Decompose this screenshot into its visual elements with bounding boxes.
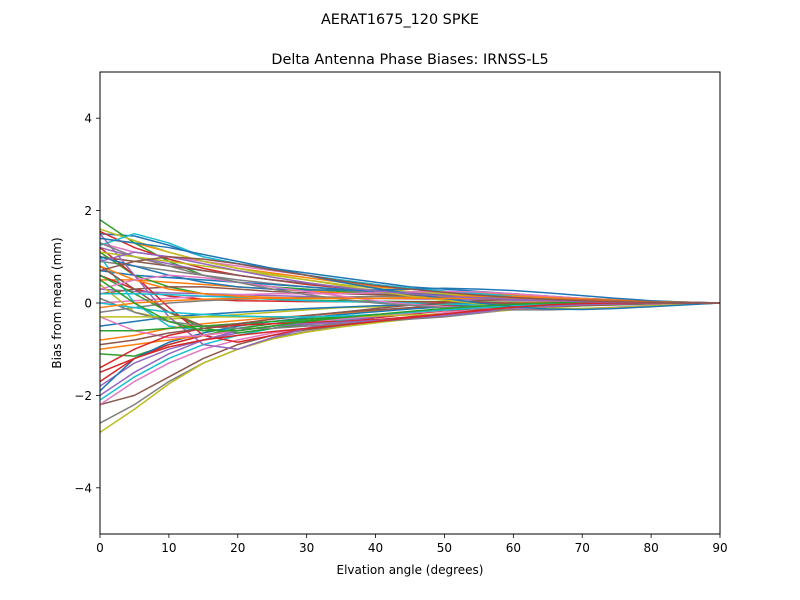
x-tick-label: 60 [506, 541, 521, 555]
x-tick-label: 30 [299, 541, 314, 555]
x-axis-label: Elvation angle (degrees) [337, 563, 484, 577]
x-tick-label: 50 [437, 541, 452, 555]
series-line-56 [100, 256, 720, 304]
y-tick-label: −2 [74, 389, 92, 403]
y-tick-label: 4 [84, 112, 92, 126]
y-tick-label: 2 [84, 204, 92, 218]
chart-title: Delta Antenna Phase Biases: IRNSS-L5 [271, 52, 548, 68]
chart-suptitle: AERAT1675_120 SPKE [321, 12, 479, 28]
series-line-54 [100, 302, 720, 383]
x-tick-label: 40 [368, 541, 383, 555]
x-axis: 0 10 20 30 40 50 60 70 80 90 [96, 534, 728, 555]
series-layer [100, 219, 720, 433]
y-axis-label: Bias from mean (mm) [50, 237, 64, 368]
x-tick-label: 90 [712, 541, 727, 555]
x-tick-label: 80 [643, 541, 658, 555]
x-tick-label: 70 [575, 541, 590, 555]
y-tick-label: 0 [84, 297, 92, 311]
y-axis: −4 −2 0 2 4 [74, 112, 100, 495]
series-line-49 [100, 251, 720, 310]
y-tick-label: −4 [74, 481, 92, 495]
x-tick-label: 20 [230, 541, 245, 555]
x-tick-label: 10 [161, 541, 176, 555]
x-tick-label: 0 [96, 541, 104, 555]
